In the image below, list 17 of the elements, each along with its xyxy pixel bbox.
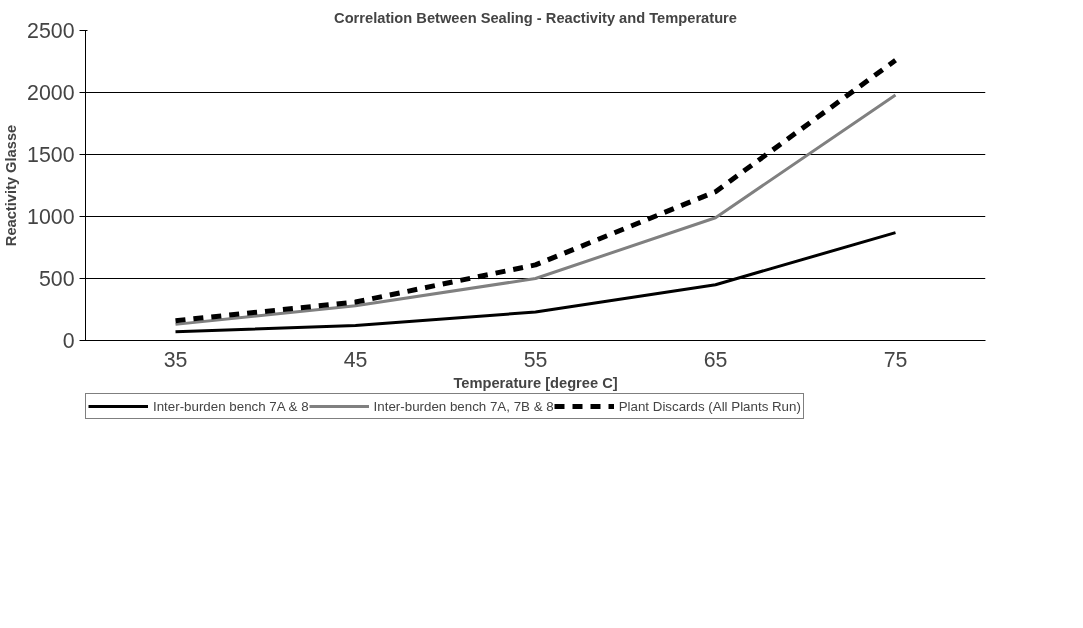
y-tick-label: 2000 [27,81,75,105]
x-tick-label: 65 [703,347,728,372]
x-tick-label: 55 [523,347,548,372]
x-axis-title: Temperature [degree C] [453,374,618,391]
x-tick-label: 75 [883,347,908,372]
x-tick-label: 35 [163,347,188,372]
legend-label: Plant Discards (All Plants Run) [618,398,801,414]
x-tick-label: 45 [343,347,368,372]
y-tick-label: 2500 [27,19,75,43]
legend-label: Inter-burden bench 7A, 7B & 8 [373,398,554,414]
legend-label: Inter-burden bench 7A & 8 [153,398,309,414]
y-tick-label: 500 [38,267,75,291]
y-tick-label: 0 [62,329,75,353]
y-tick-label: 1000 [27,205,75,229]
chart-title: Correlation Between Sealing - Reactivity and Temperature [334,9,737,26]
y-axis-title: Reactivity Glasse [3,124,20,247]
y-tick-label: 1500 [27,143,75,167]
